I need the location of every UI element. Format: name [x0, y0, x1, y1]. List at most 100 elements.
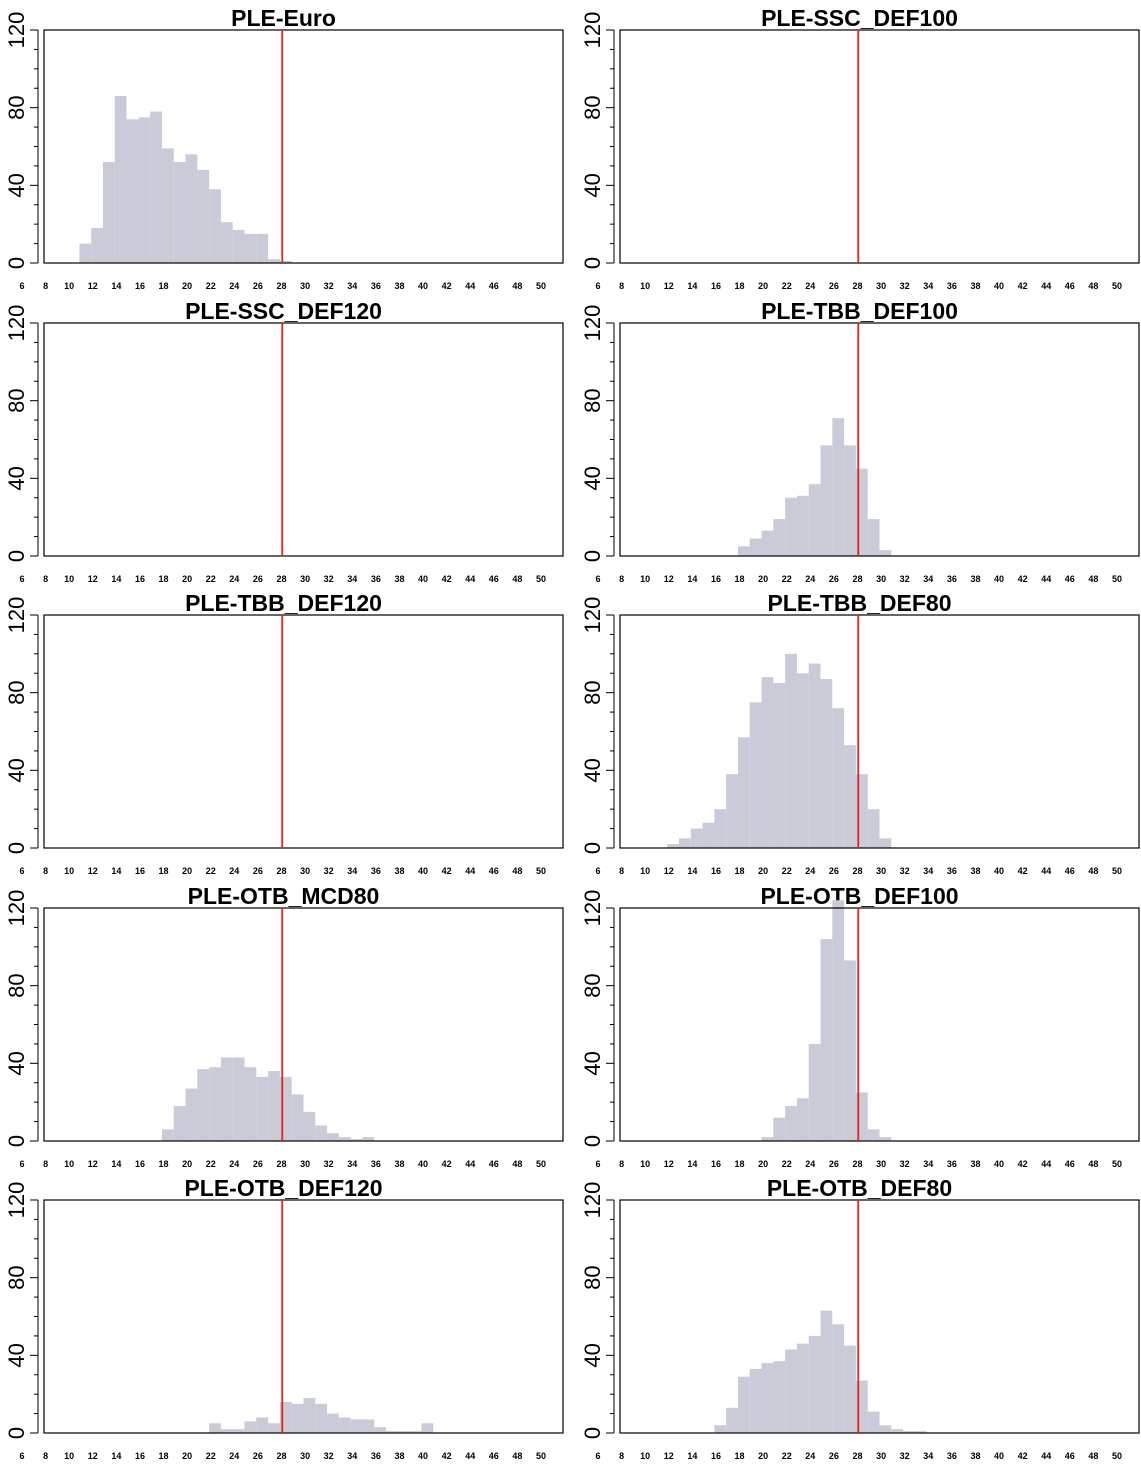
histogram-svg: PLE-OTB_MCD80 0 40 80 120 6 8 10 12 14 16 18 20 22 24 2…	[4, 883, 564, 1169]
histogram-bar	[820, 939, 833, 1141]
panel-title: PLE-OTB_MCD80	[188, 883, 380, 909]
x-tick-label: 16	[711, 281, 721, 291]
y-tick-label: 0	[4, 550, 29, 562]
x-tick-label: 38	[970, 1451, 980, 1461]
x-tick-label: 30	[300, 281, 310, 291]
histogram-panel: PLE-OTB_DEF100 0 40 80 120 6 8 10 12 14 16 18 20 22 24…	[576, 880, 1141, 1172]
histogram-bar	[761, 1137, 774, 1141]
x-tick-label: 22	[206, 1159, 216, 1169]
histogram-bar	[279, 1401, 292, 1433]
histogram-bar	[126, 119, 139, 263]
y-tick-label: 0	[4, 1427, 29, 1439]
x-tick-label: 48	[1088, 1451, 1098, 1461]
histogram-bar	[256, 1417, 269, 1433]
x-tick-label: 26	[253, 281, 263, 291]
histogram-bar	[315, 1125, 328, 1141]
histogram-bar	[855, 468, 868, 556]
histogram-bar	[678, 838, 691, 848]
y-tick-label: 80	[4, 680, 29, 704]
y-tick-label: 80	[4, 973, 29, 997]
x-tick-label: 24	[229, 281, 239, 291]
histogram-bar	[714, 809, 727, 848]
histogram-bar	[714, 1425, 727, 1433]
x-tick-label: 38	[970, 281, 980, 291]
x-tick-label: 38	[394, 1159, 404, 1169]
x-tick-label: 28	[852, 1451, 862, 1461]
x-tick-label: 34	[347, 1159, 357, 1169]
histogram-panel: PLE-TBB_DEF100 0 40 80 120 6 8 10 12 14 16 18 20 22 24…	[576, 295, 1141, 587]
histogram-bar	[197, 169, 210, 263]
histogram-bar	[409, 1431, 422, 1433]
x-tick-label: 8	[619, 281, 624, 291]
x-tick-label: 14	[687, 866, 697, 876]
panel-title: PLE-OTB_DEF80	[767, 1175, 952, 1201]
histogram-bar	[268, 1423, 280, 1433]
histogram-bar	[161, 148, 174, 263]
x-tick-label: 26	[253, 1159, 263, 1169]
histogram-bar	[737, 737, 750, 848]
histogram-bar	[185, 1088, 198, 1141]
x-tick-label: 14	[111, 866, 121, 876]
histogram-bar	[350, 1419, 363, 1433]
x-tick-label: 38	[394, 1451, 404, 1461]
x-tick-label: 24	[805, 1159, 815, 1169]
histogram-bar	[232, 229, 245, 263]
x-tick-label: 6	[595, 574, 600, 584]
x-tick-label: 12	[664, 281, 674, 291]
histogram-bar	[256, 233, 269, 263]
x-tick-label: 44	[1041, 1159, 1051, 1169]
histogram-bar	[737, 1376, 750, 1433]
histogram-bar	[209, 1423, 221, 1433]
y-tick-label: 0	[580, 1427, 605, 1439]
histogram-bar	[303, 1111, 316, 1141]
histogram-svg: PLE-OTB_DEF100 0 40 80 120 6 8 10 12 14 16 18 20 22 24…	[580, 883, 1140, 1169]
x-tick-label: 24	[805, 1451, 815, 1461]
x-tick-label: 44	[1041, 1451, 1051, 1461]
x-tick-label: 12	[88, 574, 98, 584]
x-tick-label: 26	[829, 1451, 839, 1461]
histogram-panel: PLE-OTB_MCD80 0 40 80 120 6 8 10 12 14 16 18 20 22 24 2…	[0, 880, 570, 1172]
x-tick-label: 50	[1112, 1451, 1122, 1461]
histogram-bar	[879, 1137, 892, 1141]
x-tick-label: 28	[276, 281, 286, 291]
histogram-svg: PLE-SSC_DEF100 0 40 80 120 6 8 10 12 14 16 18 20 22 24…	[580, 5, 1140, 291]
histogram-svg: PLE-OTB_DEF120 0 40 80 120 6 8 10 12 14 16 18 20 22 24…	[4, 1175, 564, 1461]
x-tick-label: 12	[88, 1159, 98, 1169]
x-tick-label: 14	[687, 281, 697, 291]
x-tick-label: 18	[735, 281, 745, 291]
x-tick-label: 8	[43, 1159, 48, 1169]
histogram-svg: PLE-TBB_DEF100 0 40 80 120 6 8 10 12 14 16 18 20 22 24…	[580, 298, 1140, 584]
histogram-bar	[855, 774, 868, 848]
x-tick-label: 44	[465, 574, 475, 584]
x-tick-label: 10	[640, 574, 650, 584]
x-tick-label: 40	[994, 281, 1004, 291]
x-tick-label: 12	[88, 866, 98, 876]
panel-title: PLE-OTB_DEF100	[760, 883, 958, 909]
histogram-bar	[796, 1343, 809, 1433]
panel-title: PLE-TBB_DEF120	[185, 590, 382, 616]
x-tick-label: 44	[465, 281, 475, 291]
y-tick-label: 80	[4, 95, 29, 119]
histogram-bar	[268, 259, 280, 263]
x-tick-label: 48	[1088, 866, 1098, 876]
y-tick-label: 40	[580, 758, 605, 782]
y-tick-label: 40	[580, 173, 605, 197]
x-tick-label: 6	[595, 1451, 600, 1461]
x-tick-label: 20	[182, 574, 192, 584]
x-tick-label: 30	[876, 1451, 886, 1461]
y-tick-label: 120	[580, 1182, 605, 1219]
plot-frame	[43, 29, 564, 264]
x-tick-label: 50	[1112, 866, 1122, 876]
histogram-bar	[173, 1106, 186, 1141]
x-tick-label: 40	[418, 574, 428, 584]
x-tick-label: 28	[852, 1159, 862, 1169]
histogram-bar	[785, 497, 797, 556]
histogram-svg: PLE-TBB_DEF80 0 40 80 120 6 8 10 12 14 16 18 20 22 24 2…	[580, 590, 1140, 876]
x-tick-label: 38	[970, 1159, 980, 1169]
x-tick-label: 42	[1018, 281, 1028, 291]
histogram-bar	[820, 1310, 833, 1433]
histogram-bar	[773, 519, 786, 556]
histogram-bar	[867, 809, 880, 848]
y-tick-label: 40	[580, 1343, 605, 1367]
